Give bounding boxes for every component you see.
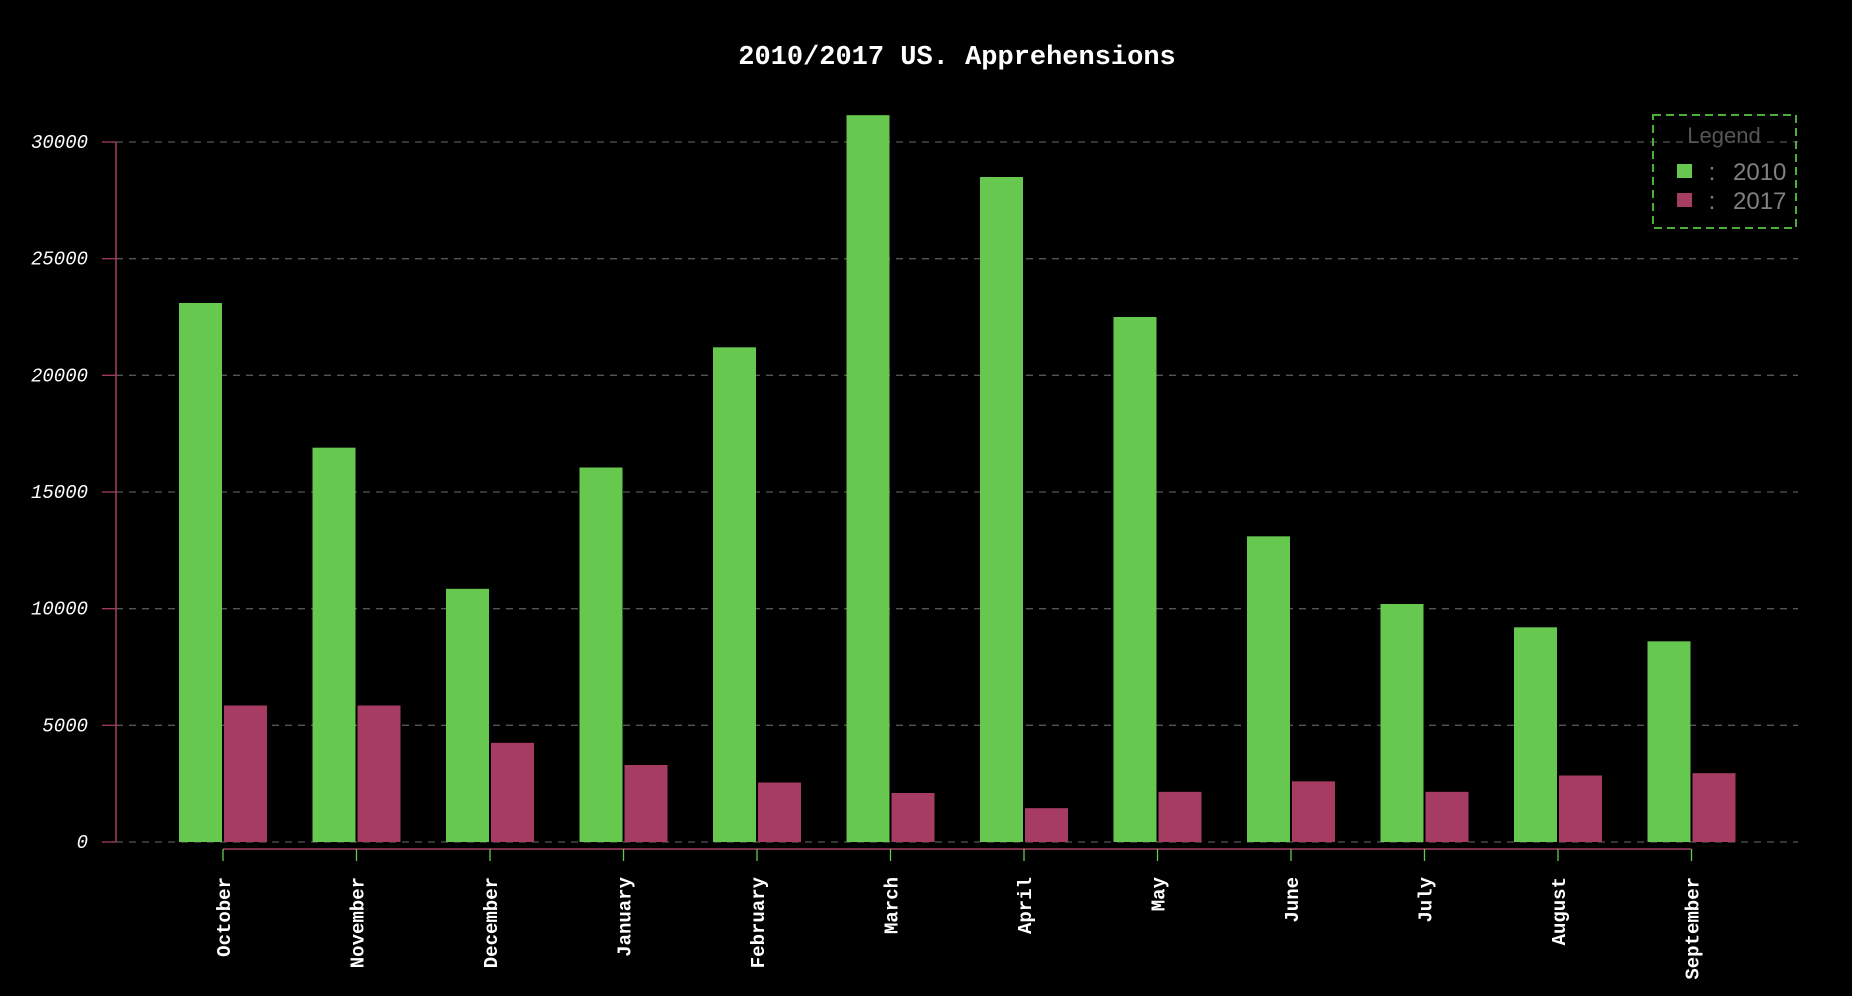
x-tick-label-september: September xyxy=(1683,877,1705,980)
bar-2017-october xyxy=(224,705,267,842)
x-tick-label-april: April xyxy=(1015,877,1037,934)
bar-2017-february xyxy=(758,782,801,842)
bar-2017-april xyxy=(1025,808,1068,842)
x-tick-label-february: February xyxy=(748,876,770,968)
bar-2010-february xyxy=(713,347,756,842)
legend-swatch-2010 xyxy=(1677,164,1692,178)
bar-2017-may xyxy=(1158,791,1202,842)
y-tick-label: 30000 xyxy=(31,132,88,154)
y-axis-ticks: 0 5000 10000 15000 20000 25000 30000 xyxy=(31,132,116,854)
x-tick-label-july: July xyxy=(1416,876,1438,922)
legend-label-2017: 2017 xyxy=(1733,188,1786,215)
legend-swatch-2017 xyxy=(1677,193,1692,207)
x-axis-ticks: October November December January February Ma… xyxy=(214,849,1705,980)
bar-2010-november xyxy=(312,447,356,842)
y-tick-label: 10000 xyxy=(31,599,88,621)
bar-2017-december xyxy=(491,742,534,842)
legend: Legend: 2010: 2017 xyxy=(1652,114,1797,229)
x-tick-label-may: May xyxy=(1149,876,1171,911)
bar-2010-may xyxy=(1113,317,1157,842)
x-tick-label-june: June xyxy=(1282,877,1304,923)
legend-label-2010: 2010 xyxy=(1733,159,1786,186)
chart-title: 2010/2017 US. Apprehensions xyxy=(738,43,1175,73)
bar-2017-march xyxy=(891,793,935,842)
legend-title: Legend xyxy=(1687,123,1760,148)
bar-2010-october xyxy=(179,303,222,842)
y-tick-label: 15000 xyxy=(31,482,88,504)
x-tick-label-january: January xyxy=(615,876,637,956)
bar-2010-august xyxy=(1514,627,1557,842)
x-tick-label-october: October xyxy=(214,877,236,957)
bars xyxy=(179,115,1736,842)
x-tick-label-march: March xyxy=(882,877,904,934)
bar-2010-december xyxy=(446,588,489,842)
legend-separator: : xyxy=(1709,159,1716,186)
x-tick-label-december: December xyxy=(481,877,503,968)
bar-2010-january xyxy=(579,467,623,842)
x-tick-label-november: November xyxy=(348,877,370,968)
bar-2017-january xyxy=(624,765,668,842)
bar-2010-april xyxy=(980,177,1023,842)
bar-2017-september xyxy=(1692,773,1736,842)
y-tick-label: 20000 xyxy=(31,365,88,387)
bar-2010-march xyxy=(846,115,890,842)
bar-2017-june xyxy=(1292,781,1335,842)
legend-box xyxy=(1652,114,1797,229)
bar-2017-august xyxy=(1559,775,1602,842)
bar-2010-july xyxy=(1380,604,1424,842)
y-tick-label: 25000 xyxy=(31,249,88,271)
y-tick-label: 5000 xyxy=(42,715,88,737)
legend-separator: : xyxy=(1709,188,1716,215)
bar-2010-september xyxy=(1647,641,1691,842)
bar-2010-june xyxy=(1247,536,1290,842)
bar-2017-november xyxy=(357,705,401,842)
bar-2017-july xyxy=(1425,791,1469,842)
y-tick-label: 0 xyxy=(77,832,88,854)
x-tick-label-august: August xyxy=(1549,877,1571,945)
